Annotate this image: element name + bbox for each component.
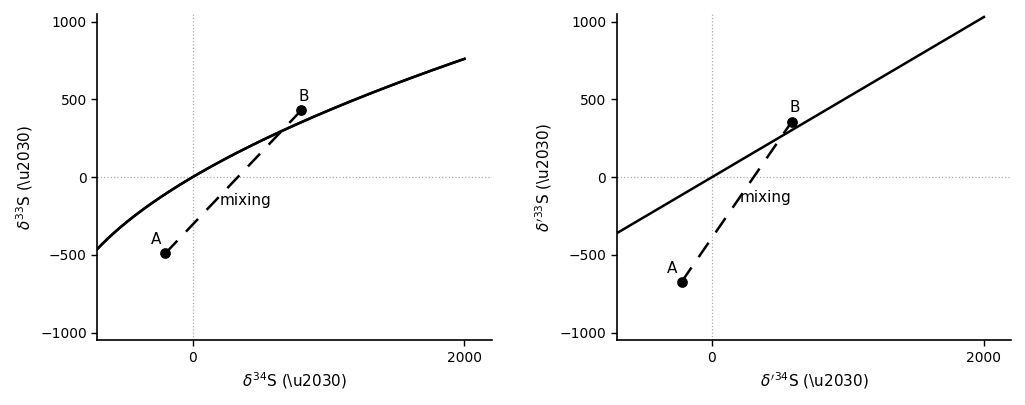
Point [784, 118, 801, 125]
Y-axis label: $\delta'^{33}$S (\u2030): $\delta'^{33}$S (\u2030) [533, 123, 555, 232]
Y-axis label: $\delta^{33}$S (\u2030): $\delta^{33}$S (\u2030) [14, 125, 35, 230]
Text: B: B [789, 100, 800, 115]
X-axis label: $\delta^{34}$S (\u2030): $\delta^{34}$S (\u2030) [242, 371, 347, 391]
Text: B: B [298, 89, 310, 104]
Text: mixing: mixing [739, 190, 791, 205]
Text: mixing: mixing [219, 193, 272, 208]
Text: A: A [667, 261, 678, 276]
Point [293, 107, 310, 113]
Text: A: A [151, 232, 161, 247]
Point [157, 250, 173, 257]
X-axis label: $\delta'^{34}$S (\u2030): $\delta'^{34}$S (\u2030) [760, 371, 868, 391]
Point [673, 279, 690, 285]
